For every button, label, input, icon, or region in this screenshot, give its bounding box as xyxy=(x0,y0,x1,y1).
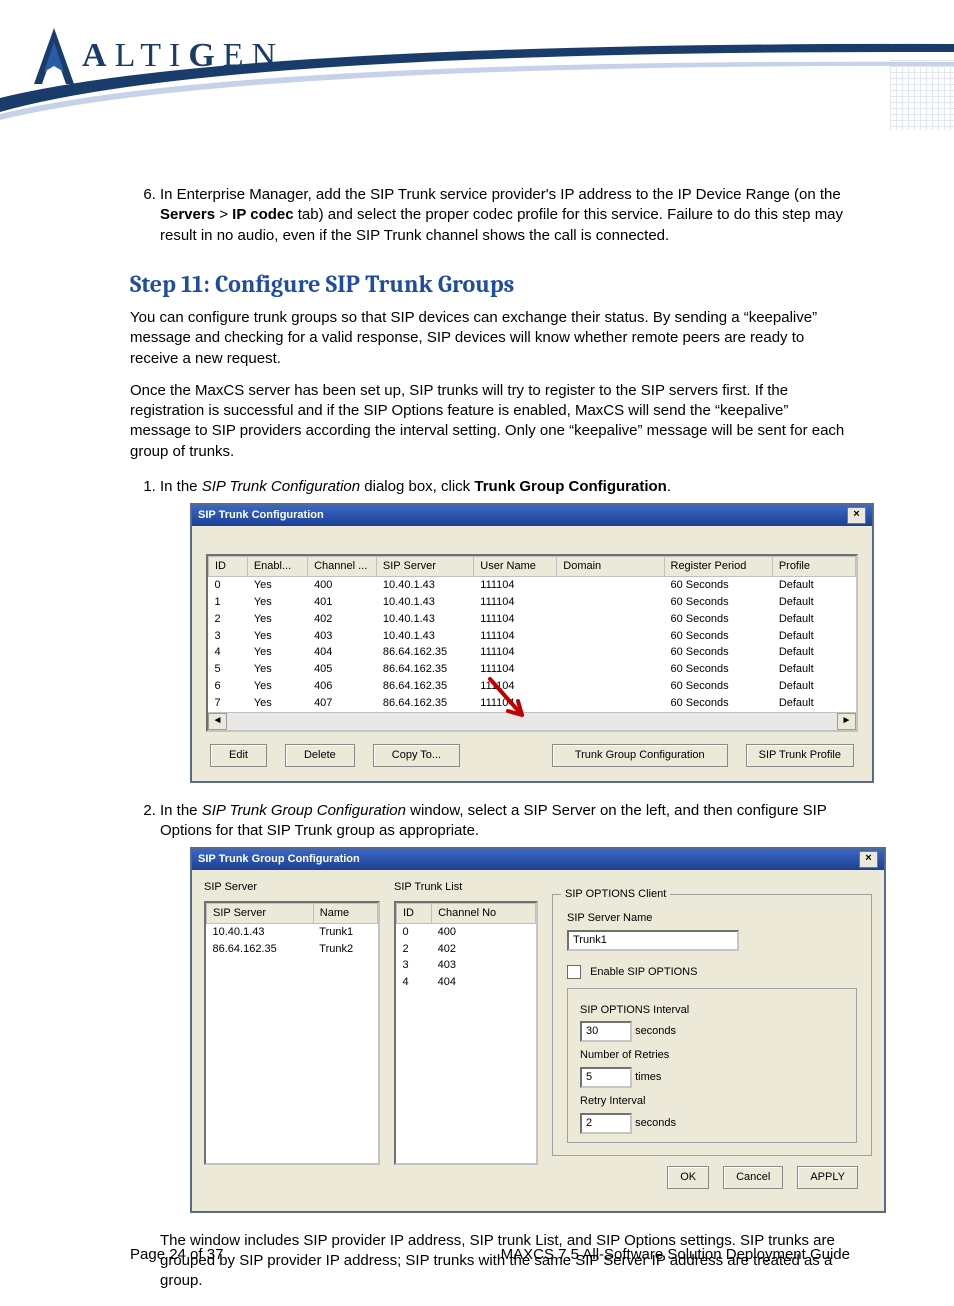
scroll-right-icon[interactable]: ► xyxy=(837,713,856,730)
table-row[interactable]: 1Yes40110.40.1.4311110460 SecondsDefault xyxy=(209,594,856,611)
list-item[interactable]: 4404 xyxy=(397,974,536,991)
enable-sip-options-checkbox[interactable] xyxy=(567,965,581,979)
column-header[interactable]: Domain xyxy=(557,557,664,577)
list-item[interactable]: 10.40.1.43Trunk1 xyxy=(207,923,378,940)
page-header: ALTIGEN xyxy=(0,0,954,140)
dialog-title: SIP Trunk Configuration xyxy=(198,508,324,523)
paragraph: You can configure trunk groups so that S… xyxy=(130,308,850,369)
apply-button[interactable]: APPLY xyxy=(797,1166,858,1189)
dialog-title: SIP Trunk Group Configuration xyxy=(198,852,360,867)
list-item-6: In Enterprise Manager, add the SIP Trunk… xyxy=(160,185,850,246)
column-header[interactable]: User Name xyxy=(474,557,557,577)
list-item[interactable]: 0400 xyxy=(397,923,536,940)
retries-input[interactable]: 5 xyxy=(580,1067,632,1088)
edit-button[interactable]: Edit xyxy=(210,744,267,767)
header-grid-decoration xyxy=(890,60,954,130)
delete-button[interactable]: Delete xyxy=(285,744,355,767)
table-row[interactable]: 0Yes40010.40.1.4311110460 SecondsDefault xyxy=(209,576,856,593)
column-header[interactable]: Profile xyxy=(772,557,855,577)
sip-trunk-profile-button[interactable]: SIP Trunk Profile xyxy=(746,744,854,767)
interval-input[interactable]: 30 xyxy=(580,1021,632,1042)
server-name-label: SIP Server Name xyxy=(567,911,857,926)
list-item-1: In the SIP Trunk Configuration dialog bo… xyxy=(160,477,850,783)
dialog-titlebar: SIP Trunk Group Configuration × xyxy=(192,849,884,870)
sip-options-client-group: SIP OPTIONS Client SIP Server Name Trunk… xyxy=(552,894,872,1156)
page-number: Page 24 of 37 xyxy=(130,1246,223,1263)
table-row[interactable]: 6Yes40686.64.162.3511110460 SecondsDefau… xyxy=(209,678,856,695)
server-name-input[interactable]: Trunk1 xyxy=(567,930,739,951)
enable-sip-options-label: Enable SIP OPTIONS xyxy=(590,966,697,978)
table-row[interactable]: 7Yes40786.64.162.3511110460 SecondsDefau… xyxy=(209,695,856,712)
column-header[interactable]: Name xyxy=(313,903,377,923)
close-icon[interactable]: × xyxy=(859,851,878,868)
column-header[interactable]: Channel No xyxy=(432,903,536,923)
scroll-left-icon[interactable]: ◄ xyxy=(208,713,227,730)
step-heading: Step 11: Configure SIP Trunk Groups xyxy=(130,268,850,300)
list-item[interactable]: 86.64.162.35Trunk2 xyxy=(207,941,378,958)
copy-to-button[interactable]: Copy To... xyxy=(373,744,460,767)
column-header[interactable]: ID xyxy=(397,903,432,923)
trunk-group-config-button[interactable]: Trunk Group Configuration xyxy=(552,744,728,767)
list-item[interactable]: 3403 xyxy=(397,957,536,974)
list-item-2: In the SIP Trunk Group Configuration win… xyxy=(160,801,850,1292)
table-row[interactable]: 4Yes40486.64.162.3511110460 SecondsDefau… xyxy=(209,644,856,661)
dialog-titlebar: SIP Trunk Configuration × xyxy=(192,505,872,526)
horizontal-scrollbar[interactable]: ◄ ► xyxy=(208,712,856,730)
doc-title: MAXCS 7.5 All-Software Solution Deployme… xyxy=(501,1246,850,1263)
interval-label: SIP OPTIONS Interval xyxy=(580,1003,844,1018)
column-header[interactable]: SIP Server xyxy=(376,557,473,577)
retry-interval-input[interactable]: 2 xyxy=(580,1113,632,1134)
brand-mark-icon xyxy=(34,28,74,84)
sip-trunk-config-dialog: SIP Trunk Configuration × IDEnabl...Chan… xyxy=(190,503,874,782)
page-content: In Enterprise Manager, add the SIP Trunk… xyxy=(0,140,954,1291)
sip-server-list[interactable]: SIP ServerName10.40.1.43Trunk186.64.162.… xyxy=(204,901,380,1165)
column-header[interactable]: ID xyxy=(209,557,248,577)
list-item[interactable]: 2402 xyxy=(397,941,536,958)
brand-logo: ALTIGEN xyxy=(34,28,284,84)
table-row[interactable]: 2Yes40210.40.1.4311110460 SecondsDefault xyxy=(209,611,856,628)
column-header[interactable]: Enabl... xyxy=(247,557,307,577)
ok-button[interactable]: OK xyxy=(667,1166,709,1189)
trunk-table: IDEnabl...Channel ...SIP ServerUser Name… xyxy=(206,554,858,732)
close-icon[interactable]: × xyxy=(847,507,866,524)
retry-interval-label: Retry Interval xyxy=(580,1094,844,1109)
table-row[interactable]: 5Yes40586.64.162.3511110460 SecondsDefau… xyxy=(209,661,856,678)
page-footer: Page 24 of 37 MAXCS 7.5 All-Software Sol… xyxy=(130,1246,850,1263)
sip-trunk-list-label: SIP Trunk List xyxy=(394,880,538,895)
table-row[interactable]: 3Yes40310.40.1.4311110460 SecondsDefault xyxy=(209,628,856,645)
brand-name: ALTIGEN xyxy=(82,37,284,75)
column-header[interactable]: SIP Server xyxy=(207,903,314,923)
paragraph: Once the MaxCS server has been set up, S… xyxy=(130,381,850,462)
sip-trunk-list[interactable]: IDChannel No0400240234034404 xyxy=(394,901,538,1165)
sip-server-label: SIP Server xyxy=(204,880,380,895)
column-header[interactable]: Register Period xyxy=(664,557,772,577)
sip-trunk-group-config-dialog: SIP Trunk Group Configuration × SIP Serv… xyxy=(190,847,886,1212)
column-header[interactable]: Channel ... xyxy=(308,557,377,577)
retries-label: Number of Retries xyxy=(580,1048,844,1063)
cancel-button[interactable]: Cancel xyxy=(723,1166,783,1189)
